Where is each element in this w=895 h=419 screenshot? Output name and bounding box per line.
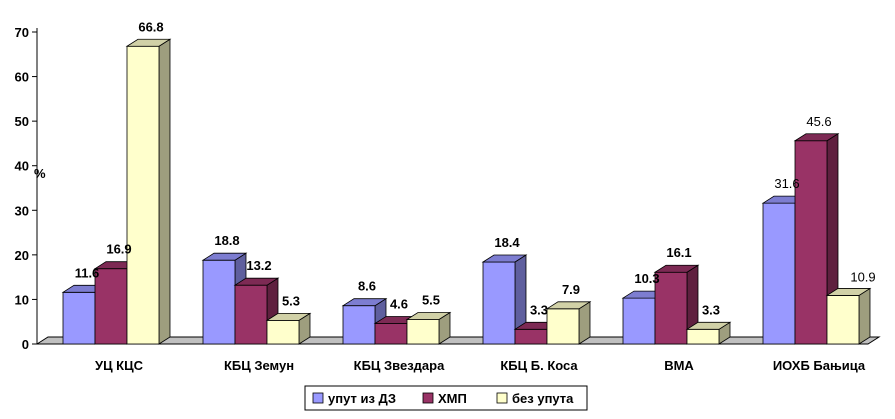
data-label: 7.9 (562, 282, 580, 297)
bar-top (405, 312, 452, 320)
data-label: 3.3 (530, 302, 548, 317)
y-tick-label: 20 (15, 248, 29, 263)
bar-top (265, 312, 312, 321)
data-label: 10.3 (634, 271, 659, 286)
y-tick-label: 0 (22, 337, 29, 352)
data-label: 5.5 (422, 292, 440, 307)
legend-label: упут из ДЗ (328, 391, 396, 406)
bars-layer (61, 38, 872, 345)
data-label: 13.2 (246, 258, 271, 273)
bar-top (825, 288, 872, 296)
data-label: 31.6 (774, 176, 799, 191)
bar-front (514, 328, 548, 345)
legend: упут из ДЗ ХМП без упута (304, 385, 588, 411)
bar (545, 301, 592, 345)
y-axis-label: % (34, 166, 46, 181)
bar (685, 321, 732, 345)
legend-label: без упута (512, 391, 574, 406)
x-tick-label: КБЦ Звездара (354, 358, 445, 373)
bar-front (266, 319, 300, 345)
bar (265, 312, 312, 345)
bar-top (201, 252, 248, 261)
data-label: 5.3 (282, 293, 300, 308)
legend-swatch (496, 392, 508, 404)
labels-layer: 11.6 16.9 66.8 18.8 13.2 5.3 8.6 4.6 5.5 18.4 3.3 7… (75, 19, 876, 317)
data-label: 16.9 (106, 242, 131, 257)
bar-front (62, 291, 96, 345)
bar-top (233, 277, 280, 286)
bar-top (125, 38, 172, 47)
bar-front (234, 284, 268, 345)
bar-top (545, 301, 592, 310)
data-label: 45.6 (806, 114, 831, 129)
bar-top (653, 264, 700, 273)
data-label: 18.4 (494, 235, 520, 250)
x-tick-label: КБЦ Земун (224, 358, 294, 373)
bar-side (858, 287, 871, 345)
bar-front (794, 140, 828, 345)
data-label: 4.6 (390, 296, 408, 311)
bar-front (374, 323, 408, 345)
x-tick-label: ИОХБ Бањица (773, 358, 866, 373)
bar-front (126, 45, 160, 345)
bar-top (481, 254, 528, 263)
bar-front (342, 305, 376, 345)
bar-front (546, 308, 580, 345)
legend-label: ХМП (438, 391, 467, 406)
bar (405, 311, 452, 345)
bar (125, 38, 172, 345)
bar-front (762, 202, 796, 345)
legend-swatch (422, 392, 434, 404)
bar (481, 254, 528, 345)
bar-front (686, 328, 720, 345)
bar-top (793, 133, 840, 142)
bar-front (482, 261, 516, 345)
bar-front (622, 297, 656, 345)
x-tick-label: ВМА (664, 358, 694, 373)
bar-front (202, 259, 236, 345)
data-label: 3.3 (702, 302, 720, 317)
y-tick-label: 70 (15, 25, 29, 40)
x-tick-label: КБЦ Б. Коса (500, 358, 578, 373)
bar-top (341, 298, 388, 307)
y-tick-label: 50 (15, 114, 29, 129)
data-label: 18.8 (214, 233, 239, 248)
y-tick-label: 60 (15, 70, 29, 85)
data-label: 66.8 (138, 19, 163, 34)
bar-front (94, 268, 128, 345)
data-label: 10.9 (850, 269, 875, 284)
bar-front (406, 319, 440, 345)
data-label: 16.1 (666, 245, 691, 260)
y-tick-label: 30 (15, 203, 29, 218)
bar-front (826, 295, 860, 345)
bar (653, 264, 700, 345)
legend-box (304, 385, 588, 411)
y-tick-label: 40 (15, 159, 29, 174)
y-tick-label: 10 (15, 292, 29, 307)
bar-side (158, 38, 171, 345)
legend-swatch (312, 392, 324, 404)
bar (825, 287, 872, 345)
bar-front (654, 271, 688, 345)
bar-top (685, 321, 732, 330)
x-tick-label: УЦ КЦС (95, 358, 144, 373)
data-label: 8.6 (358, 279, 376, 294)
data-label: 11.6 (75, 265, 100, 280)
